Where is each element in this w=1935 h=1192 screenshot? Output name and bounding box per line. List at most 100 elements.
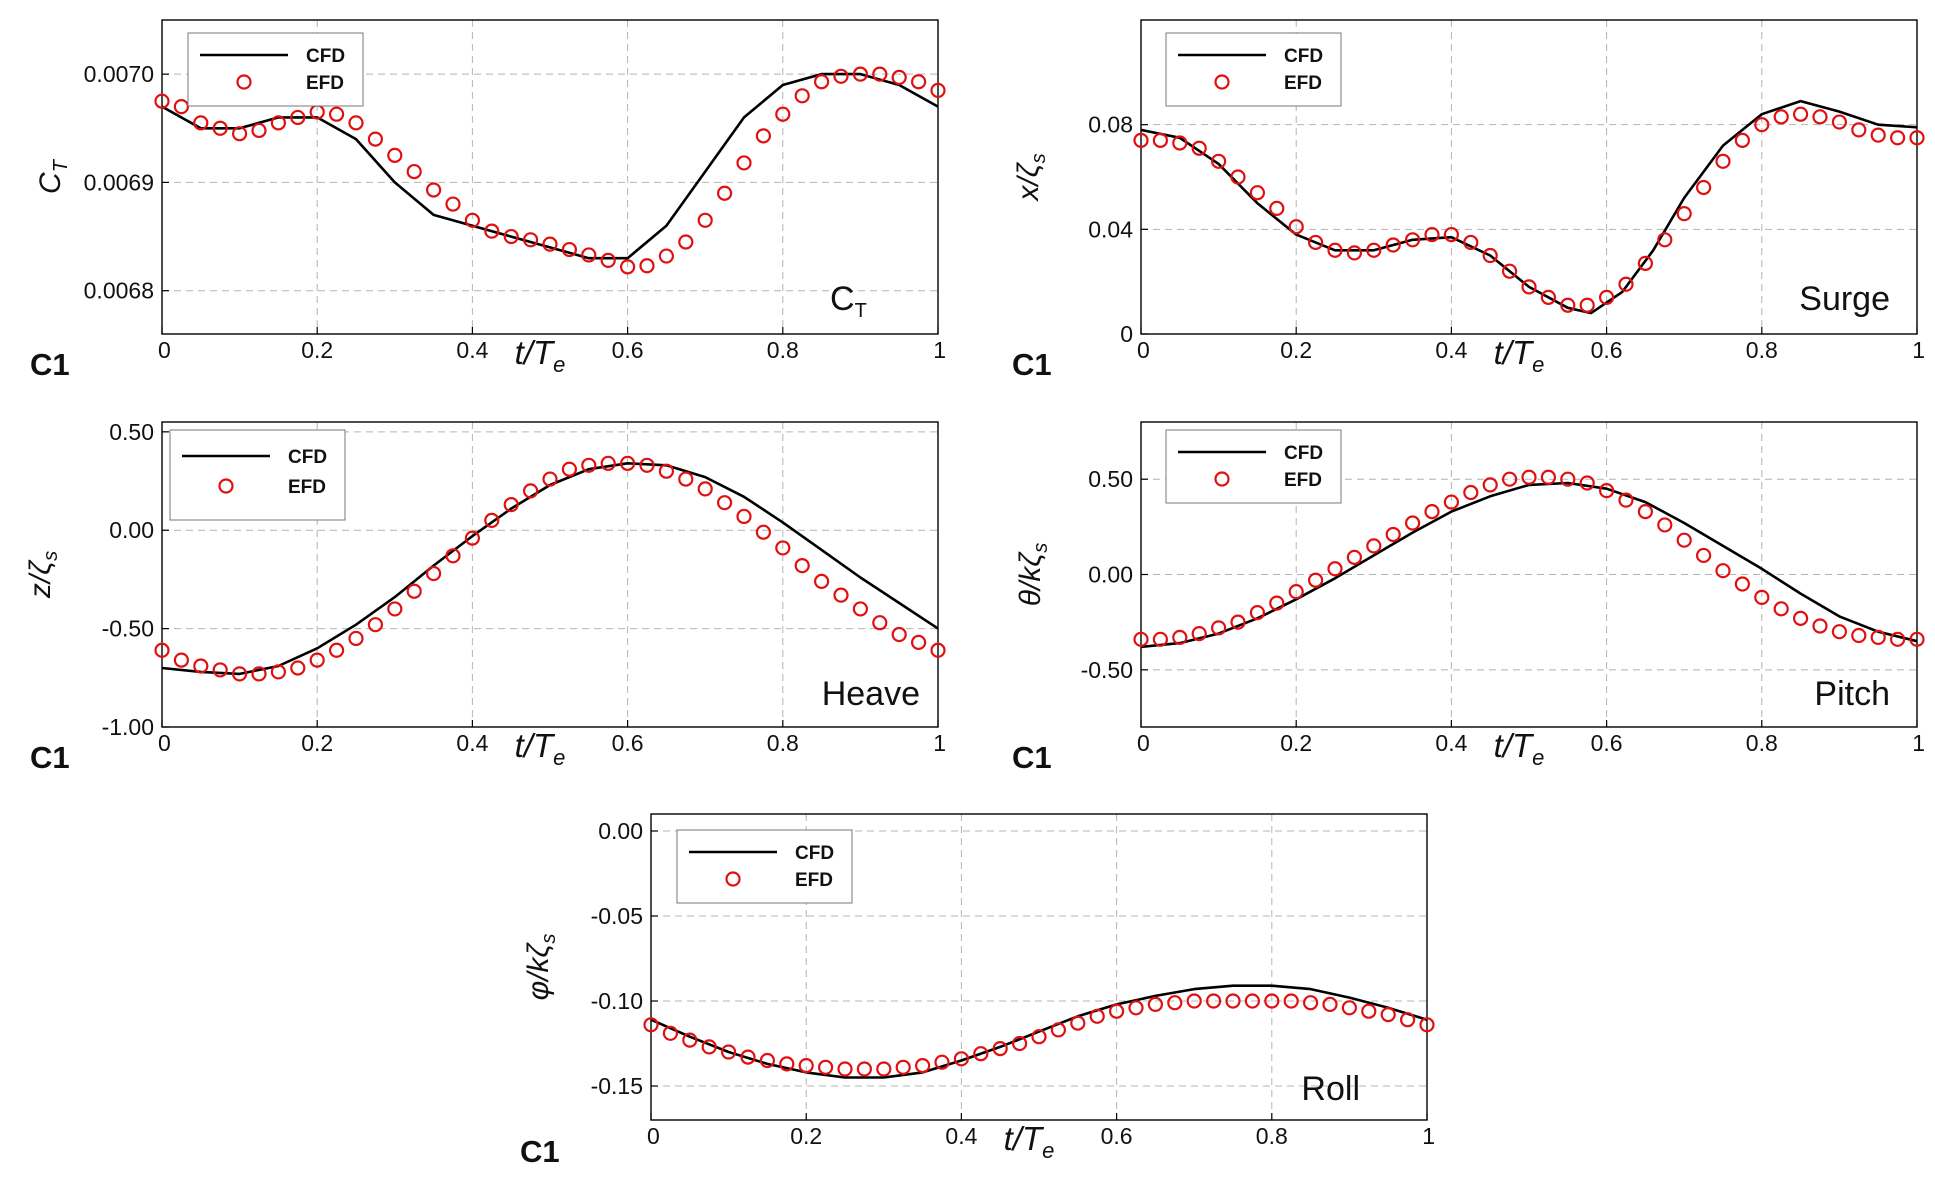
y-axis-label-main: z/ζ [24,559,57,599]
efd-data-point [740,1049,756,1065]
efd-data-point [348,115,364,131]
panel-label: Pitch [1814,675,1890,713]
circle-icon [236,74,252,90]
efd-data-point [1482,247,1498,264]
efd-data-point [658,248,675,264]
efd-data-point [736,155,752,171]
efd-data-point [1322,996,1338,1013]
y-tick-label: 0.08 [1088,112,1133,138]
efd-data-point [1851,122,1867,138]
efd-data-point [872,615,888,631]
y-tick-label: 0.00 [598,818,643,844]
efd-data-point [464,530,480,546]
x-axis-label-main: t/T [1494,334,1535,371]
x-tick-label: 0.8 [1746,337,1778,363]
efd-data-point [1152,132,1169,148]
efd-data-point [1225,993,1241,1009]
case-label: C1 [520,1134,560,1169]
x-tick-label: 0.8 [1256,1123,1288,1149]
legend-box [676,829,853,904]
efd-data-point [716,495,733,511]
efd-data-point [639,258,655,274]
efd-data-point [1307,572,1324,588]
efd-data-point [1108,1003,1125,1019]
efd-data-point [600,455,616,471]
efd-data-point [1676,532,1692,548]
efd-data-point [794,88,810,104]
efd-data-point [1361,1003,1377,1019]
efd-data-point [930,642,946,658]
panel-label: Roll [1301,1070,1360,1108]
x-tick-label: 0.2 [301,730,333,756]
efd-data-point [1089,1008,1105,1024]
efd-data-point [930,82,946,98]
efd-data-point [1501,471,1518,487]
efd-data-point [779,1056,795,1072]
efd-data-point [1579,297,1595,313]
efd-data-point [193,115,209,131]
panel-ct: 0 0.2 0.4 0.6 0.8 10.00680.00690.0070t/TeCTCF… [30,19,946,382]
efd-data-point [1598,289,1615,305]
legend-box [1165,429,1342,504]
efd-data-point [251,666,267,682]
efd-data-point [542,236,558,252]
x-tick-label: 0.4 [456,337,488,363]
efd-data-point [643,1017,659,1033]
legend-label-cfd: CFD [795,843,834,864]
legend-label-efd: EFD [1284,73,1322,94]
y-axis-label-main: θ/kζ [1014,551,1047,607]
efd-data-point [1128,1000,1144,1016]
efd-data-point [426,182,442,198]
y-tick-label: 0.00 [1088,562,1133,588]
efd-data-point [953,1051,970,1067]
efd-data-point [798,1057,814,1074]
efd-data-point [1210,153,1227,169]
efd-data-point [367,131,383,147]
x-tick-label: 0 [158,337,171,363]
panel-label-sub: T [855,300,867,322]
efd-data-point [697,212,713,228]
x-axis-label-main: t/T [1004,1120,1045,1157]
efd-data-point [1870,629,1886,646]
efd-data-point [309,652,325,668]
y-axis-label-sub: s [1030,543,1052,553]
efd-data-point [1424,226,1440,243]
efd-data-point [600,252,616,268]
efd-data-point [1147,996,1164,1013]
efd-data-point [367,617,383,633]
efd-data-point [1443,226,1460,243]
efd-data-point [1210,620,1227,636]
case-label: C1 [30,347,70,382]
x-tick-label: 0 [647,1123,660,1149]
efd-data-point [910,74,927,90]
case-label: C1 [1012,740,1052,775]
efd-data-point [697,481,713,497]
panel-pitch: 0 0.2 0.4 0.6 0.8 1 -0.50 0.00 0.50 t/Te θ/kζs CFD E… [1012,421,1925,775]
y-axis-label-sub: s [1028,153,1050,163]
circle-icon [725,871,741,887]
y-axis-label-sub: s [538,934,560,944]
efd-data-point [720,1044,737,1060]
efd-data-point [794,558,810,574]
efd-data-point [1404,232,1421,248]
efd-data-point [1031,1029,1047,1045]
efd-data-point [1283,993,1299,1009]
legend-label-efd: EFD [288,477,326,498]
y-tick-label: -0.50 [102,616,154,642]
efd-data-point [817,1059,834,1075]
efd-data-point [1249,605,1266,621]
efd-data-point [813,74,830,90]
x-tick-label: 0.2 [1280,730,1312,756]
efd-data-point [1152,631,1169,647]
efd-data-point [1618,492,1634,508]
efd-data-point [329,642,345,658]
efd-data-point [212,662,228,678]
y-axis-label-sub: s [40,551,62,561]
efd-data-point [1443,494,1460,510]
efd-data-point [1269,200,1285,216]
panel-label: Surge [1799,280,1890,318]
cfd-series-line [1140,99,1918,315]
circle-icon [218,478,234,494]
efd-data-point [1341,1000,1358,1016]
y-axis-label: φ/kζs [522,934,560,1001]
